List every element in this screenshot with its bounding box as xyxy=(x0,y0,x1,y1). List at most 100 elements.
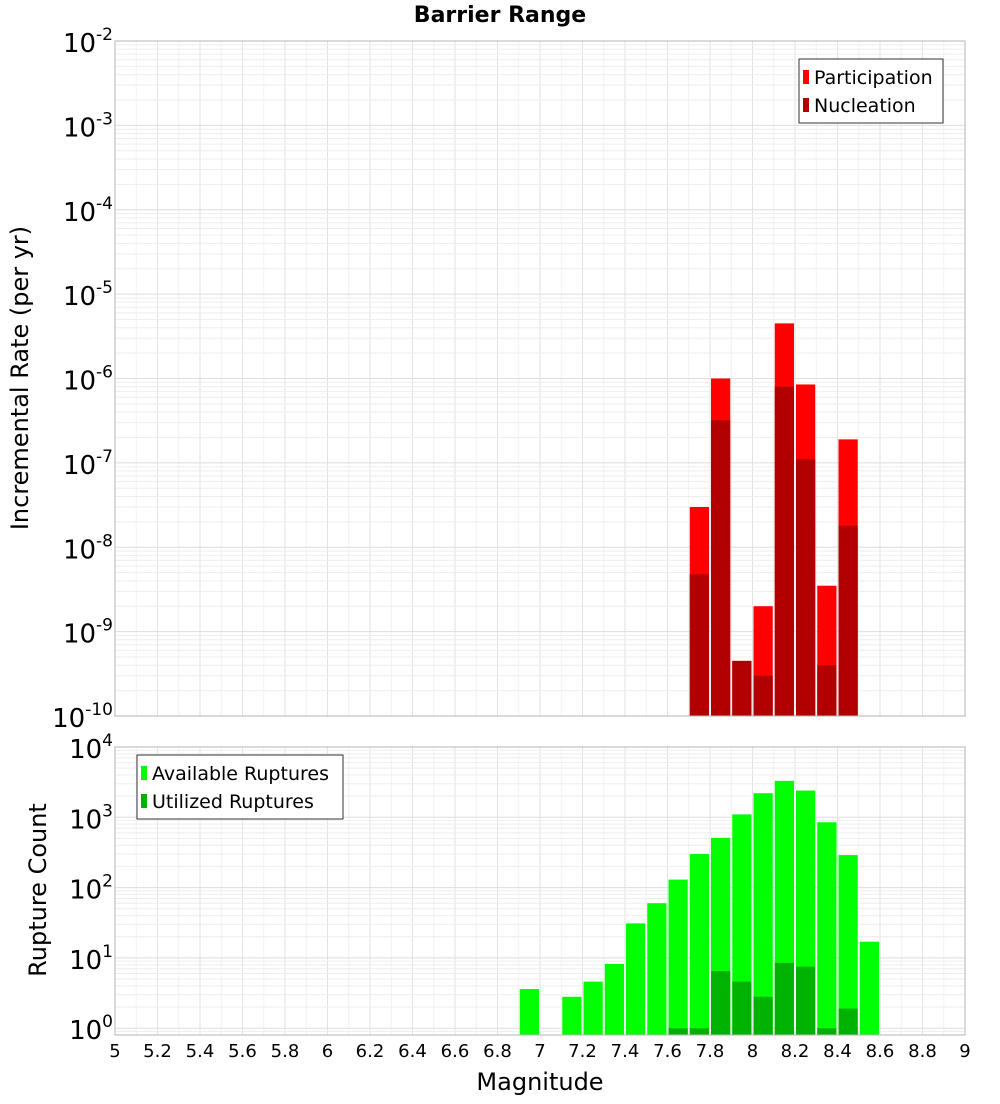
bar xyxy=(753,996,773,1035)
y-tick-base: 10 xyxy=(63,113,96,143)
legend-label: Participation xyxy=(814,67,933,89)
x-tick-labels: 5 5.2 5.4 5.6 5.8 6 6.2 6.4 6.6 6.8 7 7.2 7.4 7.6 7.8 8… xyxy=(109,1041,970,1062)
y-tick-base: 10 xyxy=(63,282,96,312)
y-tick-label: 101 xyxy=(69,942,113,976)
plot-frame xyxy=(114,40,966,717)
bottom-y-axis-label: Rupture Count xyxy=(24,803,52,977)
x-tick-label: 7.8 xyxy=(696,1041,725,1062)
bar xyxy=(668,879,688,1035)
bar xyxy=(604,963,624,1035)
grid xyxy=(114,40,966,717)
x-tick-label: 7.4 xyxy=(611,1041,640,1062)
y-tick-label: 104 xyxy=(69,731,113,765)
x-tick-label: 7 xyxy=(534,1041,545,1062)
y-tick-label: 102 xyxy=(69,872,113,906)
y-tick-exponent: -2 xyxy=(96,25,113,45)
plot-frame xyxy=(114,746,966,1036)
y-tick-base: 10 xyxy=(63,535,96,565)
x-tick-label: 8.6 xyxy=(866,1041,895,1062)
y-tick-exponent: -9 xyxy=(96,616,113,636)
x-tick-label: 8 xyxy=(747,1041,758,1062)
x-tick-label: 6.8 xyxy=(483,1041,512,1062)
legend-label: Utilized Ruptures xyxy=(152,791,314,813)
bar xyxy=(732,660,752,716)
bar xyxy=(774,386,794,716)
legend-box xyxy=(136,754,344,820)
bar xyxy=(626,923,646,1035)
y-tick-exponent: 4 xyxy=(102,731,113,751)
y-tick-base: 10 xyxy=(69,805,102,835)
y-tick-exponent: 0 xyxy=(102,1012,113,1032)
bar xyxy=(711,971,731,1035)
y-tick-base: 10 xyxy=(52,704,85,734)
y-tick-exponent: -10 xyxy=(85,700,113,720)
top-panel: 10-210-310-410-510-610-710-810-910-10Par… xyxy=(52,25,966,734)
x-tick-label: 7.2 xyxy=(568,1041,597,1062)
x-tick-label: 5 xyxy=(109,1041,120,1062)
x-tick-label: 7.6 xyxy=(653,1041,682,1062)
bar xyxy=(753,675,773,716)
y-tick-exponent: -7 xyxy=(96,447,113,467)
bar xyxy=(774,962,794,1035)
bar xyxy=(796,459,816,716)
y-tick-base: 10 xyxy=(63,198,96,228)
y-tick-base: 10 xyxy=(63,367,96,397)
bar xyxy=(732,814,752,1035)
y-tick-label: 10-8 xyxy=(63,531,113,565)
x-tick-label: 6.2 xyxy=(356,1041,385,1062)
legend: Available Ruptures Utilized Ruptures xyxy=(136,754,344,820)
legend-swatch xyxy=(803,98,809,112)
x-tick-label: 8.8 xyxy=(908,1041,937,1062)
y-tick-label: 10-2 xyxy=(63,25,113,59)
y-tick-label: 10-9 xyxy=(63,616,113,650)
y-tick-base: 10 xyxy=(63,451,96,481)
x-axis-label: Magnitude xyxy=(476,1068,603,1096)
x-tick-label: 9 xyxy=(959,1041,970,1062)
bar xyxy=(817,665,837,716)
bar xyxy=(689,1028,709,1035)
y-tick-label: 10-10 xyxy=(52,700,113,734)
chart-title: Barrier Range xyxy=(414,3,586,28)
x-tick-label: 5.8 xyxy=(271,1041,300,1062)
bar xyxy=(838,855,858,1035)
y-tick-label: 100 xyxy=(69,1012,113,1046)
y-tick-exponent: -3 xyxy=(96,109,113,129)
top-y-axis-label: Incremental Rate (per yr) xyxy=(6,226,34,530)
y-tick-exponent: 2 xyxy=(102,872,113,892)
y-tick-label: 103 xyxy=(69,801,113,835)
bar xyxy=(689,574,709,716)
y-tick-exponent: 1 xyxy=(102,942,113,962)
bar xyxy=(562,996,582,1035)
y-tick-exponent: -8 xyxy=(96,531,113,551)
bar xyxy=(753,793,773,1035)
y-tick-base: 10 xyxy=(63,29,96,59)
bar xyxy=(838,525,858,716)
legend: Participation Nucleation xyxy=(798,58,944,124)
y-tick-label: 10-3 xyxy=(63,109,113,143)
y-tick-labels: 10-210-310-410-510-610-710-810-910-10 xyxy=(52,25,113,734)
y-tick-exponent: -6 xyxy=(96,363,113,383)
legend-label: Nucleation xyxy=(814,95,916,117)
legend-swatch xyxy=(141,766,147,780)
y-tick-exponent: -4 xyxy=(96,194,113,214)
x-tick-label: 8.2 xyxy=(781,1041,810,1062)
y-tick-exponent: 3 xyxy=(102,801,113,821)
y-tick-base: 10 xyxy=(63,620,96,650)
y-tick-base: 10 xyxy=(69,1016,102,1046)
legend-swatch xyxy=(141,794,147,808)
bar xyxy=(711,420,731,716)
legend-box xyxy=(798,58,944,124)
series-nucleation xyxy=(689,386,858,716)
legend-label: Available Ruptures xyxy=(152,763,329,785)
y-tick-label: 10-6 xyxy=(63,363,113,397)
y-tick-label: 10-5 xyxy=(63,278,113,312)
y-tick-exponent: -5 xyxy=(96,278,113,298)
bar xyxy=(689,854,709,1035)
bar xyxy=(859,941,879,1035)
bar xyxy=(519,989,539,1035)
x-tick-label: 5.2 xyxy=(143,1041,172,1062)
bar xyxy=(668,1028,688,1035)
